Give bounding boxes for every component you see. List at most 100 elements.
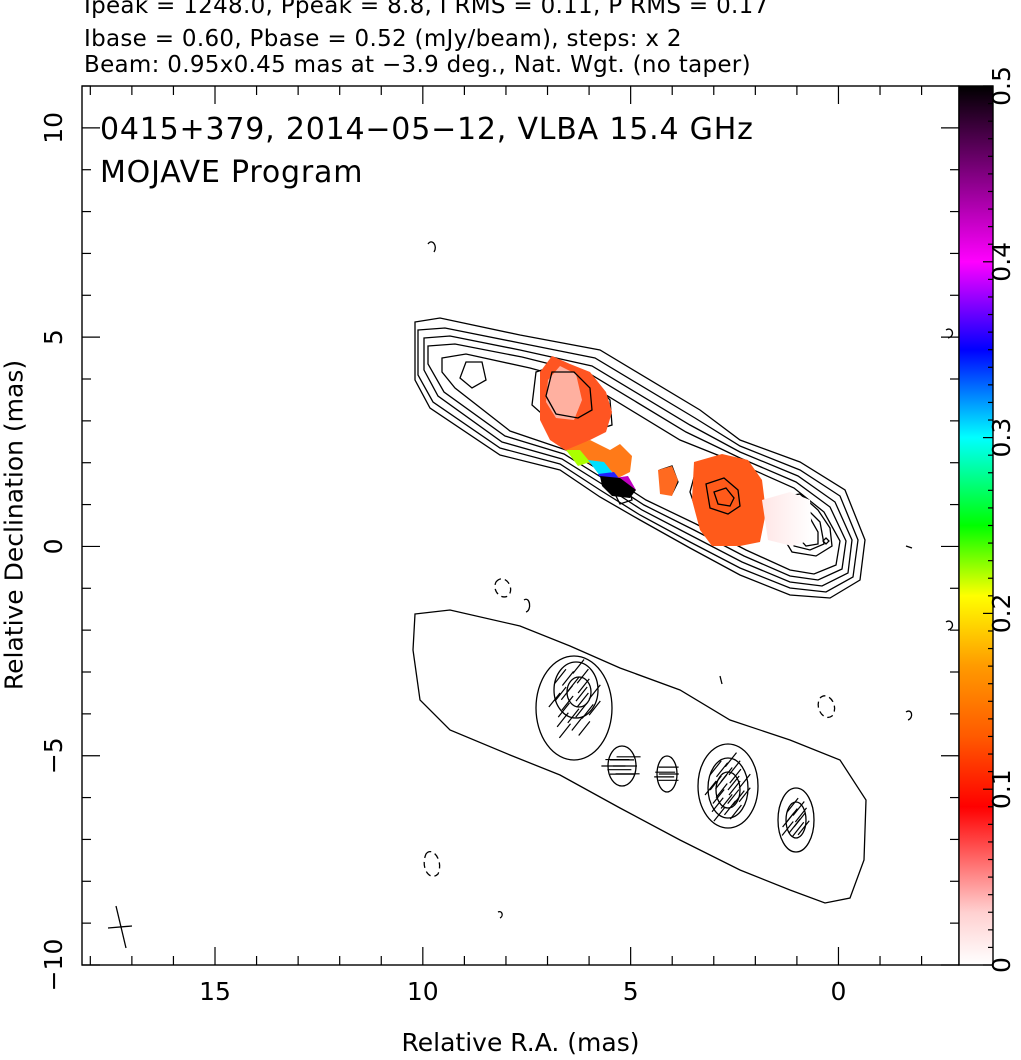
evpa-vector	[588, 700, 601, 716]
evpa-vector	[727, 775, 740, 791]
evpa-vector	[554, 686, 567, 702]
evpa-vector	[709, 760, 722, 776]
stokes-i-contour	[545, 371, 593, 419]
evpa-vector	[738, 787, 751, 803]
stokes-i-contour	[417, 327, 859, 593]
evpa-vector	[567, 676, 580, 692]
pol-fraction-knot-small	[658, 466, 678, 496]
evpa-vector	[728, 760, 741, 776]
evpa-vector	[715, 762, 729, 778]
stokes-i-contour	[459, 361, 487, 389]
evpa-vector	[713, 806, 726, 822]
pol-fraction-peak-mid	[600, 476, 636, 498]
evpa-vector	[729, 768, 742, 784]
evpa-vector	[556, 712, 569, 728]
stokes-i-island	[719, 675, 723, 685]
stokes-i-contour	[713, 487, 735, 507]
x-tick-label: 10	[407, 977, 439, 1006]
header-line-2: Ibase = 0.60, Pbase = 0.52 (mJy/beam), s…	[84, 26, 682, 52]
evpa-vectors	[548, 659, 810, 837]
pol-fraction-region-mid-cyan	[588, 460, 612, 476]
evpa-vector	[554, 668, 567, 684]
data-layer	[107, 241, 954, 949]
evpa-vector	[577, 678, 590, 694]
evpa-vector	[792, 821, 805, 837]
evpa-vector	[561, 671, 575, 686]
evpa-vector	[576, 668, 589, 684]
evpa-vector	[728, 780, 741, 796]
colorbar-tick-label: 0.5	[987, 66, 1016, 106]
evpa-vector	[548, 692, 561, 708]
header-line-1: Ipeak = 1248.0, Ppeak = 8.8, I RMS = 0.1…	[84, 0, 769, 19]
polarized-knot	[535, 655, 613, 761]
pol-fraction-region-mid-green	[566, 450, 590, 466]
y-tick-label: −5	[39, 737, 68, 774]
stokes-i-island	[905, 710, 913, 721]
fractional-polarization-overlay	[540, 356, 812, 546]
evpa-vector	[711, 797, 724, 813]
x-tick-label: 0	[831, 977, 847, 1006]
stokes-i-negative	[423, 851, 441, 877]
evpa-vector	[581, 703, 594, 719]
stokes-i-island	[945, 620, 954, 631]
polarized-knot	[553, 661, 599, 719]
evpa-vector	[572, 659, 585, 674]
pol-fraction-region-mid	[566, 440, 632, 478]
evpa-vector	[727, 789, 740, 805]
evpa-vector	[797, 820, 810, 836]
axis-ticks	[82, 85, 959, 966]
evpa-vector	[709, 775, 722, 791]
y-tick-label: 10	[39, 112, 68, 144]
evpa-vector	[588, 684, 601, 700]
evpa-vector	[738, 773, 751, 789]
evpa-vector	[724, 752, 737, 768]
stokes-i-contour	[705, 477, 741, 515]
evpa-vector	[723, 800, 737, 816]
stokes-i-island	[427, 241, 436, 253]
evpa-vector	[788, 818, 801, 834]
source-annotation: 0415+379, 2014−05−12, VLBA 15.4 GHz	[100, 112, 754, 147]
evpa-vector	[575, 702, 588, 718]
colorbar-tick-label: 0.2	[987, 594, 1016, 634]
y-tick-label: 5	[39, 329, 68, 345]
y-tick-label: −10	[39, 939, 68, 992]
evpa-vector	[567, 708, 580, 724]
colorbar	[958, 85, 994, 966]
x-tick-label: 15	[199, 977, 231, 1006]
colorbar-tick-label: 0.1	[987, 769, 1016, 809]
stokes-i-negative	[817, 695, 836, 719]
polarized-knot	[777, 787, 815, 853]
stokes-i-contour	[423, 335, 853, 587]
plot-frame	[81, 85, 960, 966]
evpa-vector	[557, 702, 570, 718]
evpa-vector	[704, 780, 717, 796]
stokes-i-island	[905, 545, 913, 549]
stokes-i-contour	[427, 343, 847, 581]
polarized-knot	[785, 801, 807, 839]
evpa-vector	[571, 715, 584, 731]
evpa-vector	[720, 767, 733, 783]
colorbar-tick-label: 0.4	[987, 242, 1016, 282]
polarized-knot	[707, 757, 749, 819]
evpa-vector	[781, 821, 794, 836]
stokes-i-contour	[441, 353, 841, 575]
colorbar-tick-label: 0	[987, 957, 1016, 973]
pol-fraction-peak-west	[546, 366, 582, 420]
evpa-vector	[785, 808, 798, 824]
colorbar-tick-label: 0.3	[987, 418, 1016, 458]
x-axis-label: Relative R.A. (mas)	[401, 1028, 640, 1057]
pol-fraction-region-east	[692, 454, 766, 546]
stokes-i-island	[497, 910, 503, 919]
colorbar-ticks	[983, 85, 993, 966]
polarized-knot	[697, 743, 759, 829]
stokes-i-contour	[822, 537, 830, 545]
stokes-i-island	[523, 598, 531, 613]
evpa-vector	[794, 807, 808, 823]
program-annotation: MOJAVE Program	[100, 155, 364, 190]
pol-fraction-halo-core	[762, 492, 812, 546]
y-tick-label: 0	[39, 538, 68, 554]
evpa-vector	[558, 723, 572, 739]
evpa-vector	[578, 721, 591, 736]
evpa-vector	[715, 783, 728, 799]
